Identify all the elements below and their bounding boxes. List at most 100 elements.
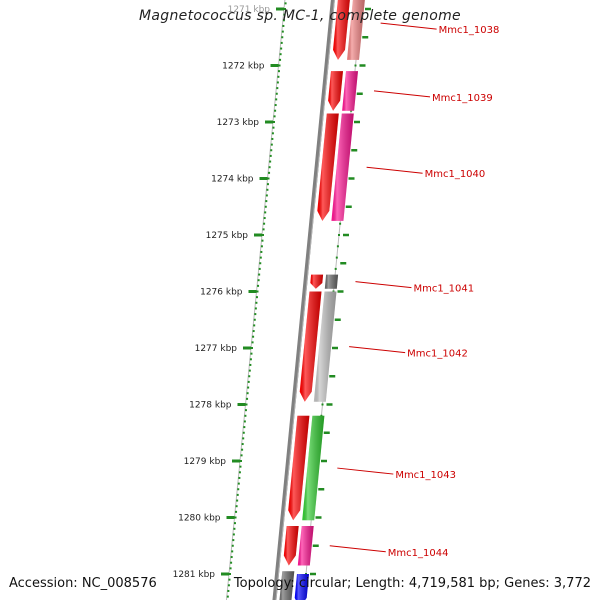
ruler-dot [262,234,264,236]
gene-feature-bar-shade [331,113,354,221]
ruler-dot [259,262,262,265]
ruler-dot [251,347,253,349]
ruler-dot [242,431,245,434]
ruler-dot [236,493,239,496]
backbone-line [272,0,335,604]
ruler-dot [240,460,242,462]
ruler-dot [241,443,244,446]
gene-leader-line [349,346,406,354]
ruler-dot [274,104,277,107]
ruler-dot [271,137,274,140]
gene-arrow-shade [317,113,339,221]
ruler-dot [232,539,235,542]
ruler-dot [232,533,235,536]
kbp-tick-label: 1271 kbp [228,5,271,15]
kbp-tick-mark [254,233,262,237]
kbp-tick-label: 1279 kbp [184,457,227,467]
ruler-mark-right [315,516,322,519]
ruler-dot-right [338,234,340,236]
ruler-dot [234,516,237,519]
ruler-dot [255,296,258,299]
ruler-dot-right [335,256,338,259]
ruler-dot-right [354,64,357,67]
ruler-dot [233,522,236,525]
ruler-dot [228,578,231,581]
page-title: Magnetococcus sp. MC-1, complete genome [139,8,461,24]
kbp-tick-mark [276,7,284,11]
ruler-mark-right [362,36,369,39]
gene-label: Mmc1_1043 [395,470,456,481]
ruler-mark-right [356,92,363,95]
ruler-dot-right [334,267,337,270]
ruler-dot [272,126,275,129]
gene-label: Mmc1_1042 [407,349,468,360]
gene-arrow-shade [328,71,343,111]
gene-feature-bar-shade [347,0,365,60]
accession-text: Accession: NC_008576 [9,576,157,591]
ruler-dot [249,363,252,366]
ruler-dot [229,567,232,570]
ruler-dot [277,70,280,73]
ruler-dot [266,183,269,186]
ruler-dot [278,64,281,67]
ruler-dot [273,115,276,118]
ruler-dot [268,166,271,169]
kbp-tick-label: 1277 kbp [195,344,238,354]
ruler-mark-right [326,403,333,406]
ruler-dot [245,403,248,406]
ruler-dot [248,375,251,378]
ruler-dot [238,471,241,474]
ruler-dot [254,313,257,316]
ruler-dot [271,132,274,135]
gene-leader-line [373,90,431,98]
tick-layer: 1271 kbp 1272 kbp 1273 kbp 1274 kbp 1275 kbp… [173,2,371,604]
ruler-dot [264,211,267,214]
ruler-dot [246,392,249,395]
ruler-dot [257,284,260,287]
ruler-dot [266,188,269,191]
gene-leader-line [380,22,437,30]
kbp-tick-mark [237,403,246,406]
kbp-tick-mark [248,290,257,293]
kbp-tick-label: 1272 kbp [222,62,265,72]
ruler-mark-right [323,431,330,434]
ruler-dot [244,409,247,412]
ruler-dot [270,149,273,152]
ruler-dot [247,386,250,389]
ruler-dot [265,200,268,203]
ruler-dot [281,30,284,33]
gene-feature-bar-shade [313,291,337,402]
ruler-dot [277,75,280,78]
gene-feature-bar-shade [279,571,295,604]
kbp-tick-label: 1280 kbp [178,514,221,524]
ruler-dot [281,36,284,39]
ruler-dot [251,341,254,344]
ruler-mark-right [310,572,316,576]
ruler-mark-right [348,177,355,180]
gene-label: Mmc1_1044 [388,548,449,559]
ruler-dot [258,273,261,276]
gene-leader-line [329,545,386,553]
ruler-mark-right [334,318,341,321]
ruler-dot [275,92,278,95]
gene-arrow-shade [310,274,324,289]
ruler-dot [263,217,266,220]
kbp-tick-label: 1275 kbp [206,231,249,241]
ruler-dot [269,160,272,163]
gene-feature-bar-shade [302,415,325,521]
gene-arrow-shade [288,415,310,521]
ruler-dot [257,279,260,282]
ruler-dot [263,222,266,225]
gene-feature-bar-shade [294,574,309,604]
backbone-highlight [275,0,335,604]
ruler-mark-right [312,544,319,547]
ruler-dot [283,13,286,16]
ruler-mark-right [329,375,336,378]
gene-leader-line [337,467,394,475]
ruler-dot [231,544,234,547]
ruler-dot [253,318,256,321]
ruler-dot [276,81,279,84]
gene-label: Mmc1_1041 [413,284,474,295]
ruler-dot [259,256,262,259]
